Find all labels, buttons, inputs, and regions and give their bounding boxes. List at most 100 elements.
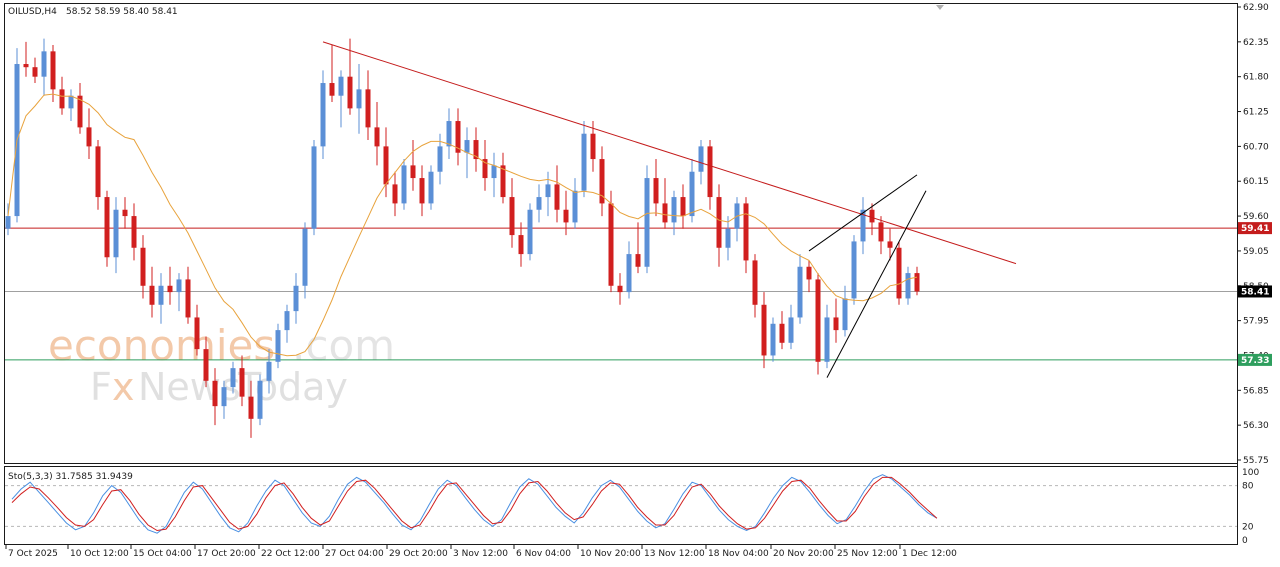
- stoch-tick-label: 20: [1242, 522, 1254, 532]
- candle-body: [824, 317, 830, 362]
- stoch-tick-label: 0: [1242, 536, 1248, 546]
- price-tags: 59.41 58.41 57.33: [1238, 222, 1272, 366]
- candle-body: [779, 323, 785, 343]
- candle: [347, 38, 353, 115]
- candle-body: [167, 285, 173, 293]
- candle: [527, 203, 533, 261]
- candle-body: [140, 247, 146, 286]
- candle-body: [32, 67, 38, 77]
- candle-body: [356, 89, 362, 109]
- candle: [599, 146, 605, 217]
- support-price-tag: 57.33: [1238, 353, 1272, 366]
- candle: [770, 317, 776, 362]
- candle-body: [203, 349, 209, 381]
- time-tick-label: 20 Nov 20:00: [773, 549, 834, 559]
- current-price-tag: 58.41: [1238, 285, 1272, 298]
- stoch-tick-label: 80: [1242, 482, 1254, 492]
- candle-body: [545, 184, 551, 198]
- time-tick-label: 7 Oct 2025: [8, 549, 58, 559]
- candle: [680, 184, 686, 229]
- watermark-dotcom: .com: [292, 321, 395, 370]
- candle-body: [599, 159, 605, 204]
- candle: [752, 254, 758, 318]
- candle: [284, 304, 290, 343]
- watermark-fxnewstoday-today: Today: [237, 365, 348, 409]
- candle-body: [725, 228, 731, 248]
- support-price-tag-label: 57.33: [1241, 356, 1269, 366]
- candle: [392, 171, 398, 217]
- candle: [833, 298, 839, 343]
- watermark: economies .com F x News Today: [48, 321, 395, 409]
- resistance-price-tag: 59.41: [1238, 222, 1272, 235]
- candle: [761, 292, 767, 369]
- resistance-price-tag-box: [1238, 222, 1272, 235]
- candle: [86, 108, 92, 160]
- candle: [626, 241, 632, 299]
- candle: [23, 41, 29, 77]
- candle-body: [68, 95, 74, 109]
- candle: [743, 197, 749, 274]
- candle: [383, 127, 389, 198]
- price-tick-label: 59.05: [1243, 247, 1269, 257]
- time-tick-label: 6 Nov 04:00: [516, 549, 571, 559]
- candle-body: [419, 178, 425, 204]
- candle-body: [320, 83, 326, 147]
- time-tick-label: 25 Nov 12:00: [837, 549, 898, 559]
- price-tick-label: 62.90: [1243, 3, 1269, 13]
- candle: [203, 336, 209, 388]
- time-tick-label: 17 Oct 20:00: [197, 549, 256, 559]
- candle-body: [392, 184, 398, 204]
- watermark-economies: economies: [48, 321, 275, 370]
- candle: [545, 171, 551, 217]
- candle: [374, 102, 380, 166]
- candle-body: [770, 323, 776, 356]
- watermark-fxnewstoday-x: x: [112, 365, 135, 409]
- scroll-marker-icon[interactable]: [936, 5, 944, 10]
- symbol-label: OILUSD,H4: [8, 7, 57, 17]
- candle: [698, 140, 704, 185]
- candle-body: [266, 361, 272, 381]
- current-price-tag-box: [1238, 285, 1272, 298]
- price-tick-label: 61.25: [1243, 108, 1269, 118]
- candle: [293, 273, 299, 324]
- candle-body: [887, 241, 893, 248]
- candle-body: [257, 380, 263, 419]
- candle-body: [212, 380, 218, 407]
- candle: [257, 374, 263, 426]
- candle: [662, 178, 668, 229]
- candle: [455, 108, 461, 166]
- candle: [41, 38, 47, 96]
- candle: [590, 121, 596, 172]
- candle-body: [500, 165, 506, 198]
- candle: [185, 266, 191, 324]
- candle-body: [302, 228, 308, 286]
- descending-trendline[interactable]: [322, 41, 1017, 265]
- candle: [194, 304, 200, 356]
- price-tick-label: 62.35: [1243, 38, 1269, 48]
- price-tick-label: 60.70: [1243, 142, 1269, 152]
- candle: [500, 152, 506, 204]
- candle-body: [914, 273, 920, 292]
- wedge-upper-line[interactable]: [808, 174, 918, 252]
- candle: [734, 197, 740, 242]
- candle: [842, 285, 848, 337]
- candle: [788, 304, 794, 350]
- candle: [518, 222, 524, 267]
- candle: [5, 203, 11, 236]
- candle-body: [338, 76, 344, 96]
- candle-body: [563, 209, 569, 223]
- candle-body: [284, 311, 290, 331]
- candle: [446, 108, 452, 160]
- time-axis-ticks: 7 Oct 2025 10 Oct 12:00 15 Oct 04:00 17 Oct…: [5, 545, 957, 559]
- candle-body: [491, 165, 497, 179]
- candle-body: [5, 216, 11, 229]
- candle-body: [347, 76, 353, 109]
- price-tick-label: 59.60: [1243, 212, 1269, 222]
- wedge-lower-line[interactable]: [826, 190, 927, 378]
- candle-body: [437, 146, 443, 172]
- candle: [779, 311, 785, 350]
- candle: [230, 361, 236, 394]
- candle-body: [626, 254, 632, 293]
- candle: [635, 222, 641, 274]
